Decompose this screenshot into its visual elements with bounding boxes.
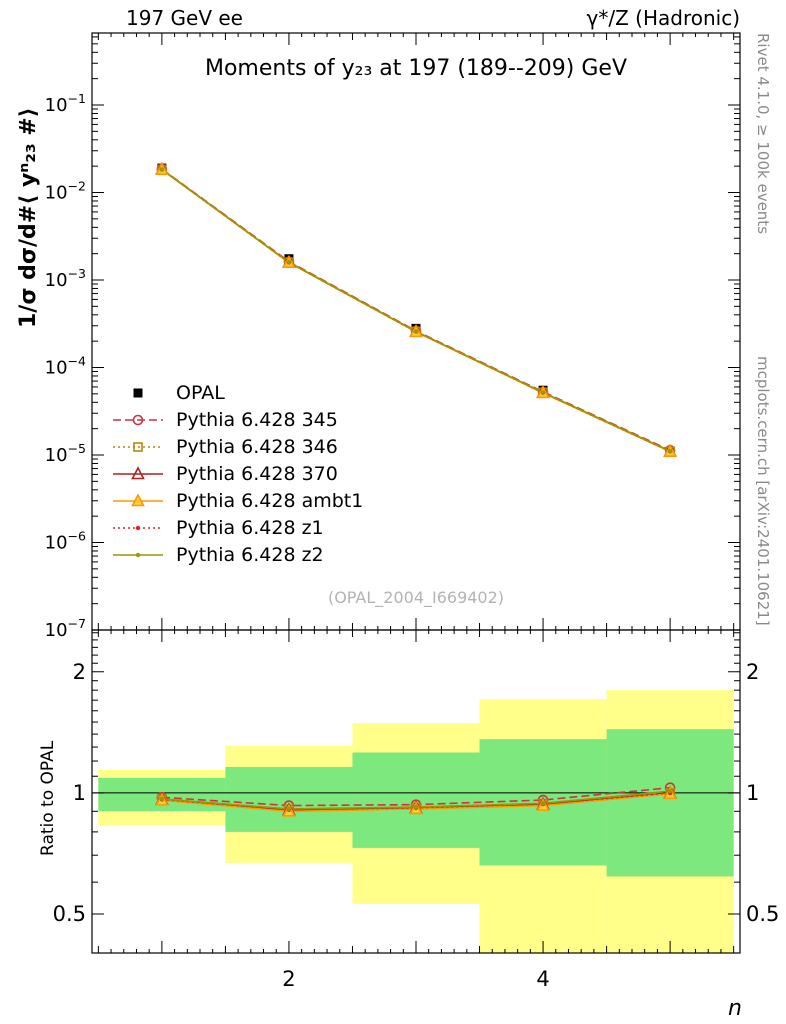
y-tick-label: 10−4 bbox=[45, 353, 86, 378]
ratio-band-green bbox=[606, 729, 734, 877]
y-tick-label: 10−3 bbox=[45, 266, 86, 291]
mc-point-marker bbox=[286, 806, 292, 812]
legend-item: Pythia 6.428 z1 bbox=[112, 514, 363, 541]
legend-item: Pythia 6.428 345 bbox=[112, 406, 363, 433]
legend-label: Pythia 6.428 345 bbox=[176, 408, 338, 431]
ratio-tick-label-right: 1 bbox=[746, 781, 759, 805]
legend-item: Pythia 6.428 370 bbox=[112, 460, 363, 487]
ratio-tick-label-left: 2 bbox=[73, 660, 86, 684]
legend-label: Pythia 6.428 370 bbox=[176, 462, 338, 485]
mc-point-marker bbox=[667, 788, 673, 794]
y-tick-label: 10−5 bbox=[45, 441, 86, 466]
y-tick-label: 10−7 bbox=[45, 616, 86, 641]
mc-point-marker bbox=[413, 329, 419, 334]
mc-point-marker bbox=[540, 801, 546, 806]
legend-label: Pythia 6.428 z1 bbox=[176, 516, 324, 539]
ratio-tick-label-right: 0.5 bbox=[746, 902, 779, 926]
legend-marker bbox=[113, 492, 163, 506]
mc-point-marker bbox=[159, 167, 165, 172]
legend: OPAL Pythia 6.428 345 Pythia 6.428 346 Pyth… bbox=[112, 379, 363, 568]
analysis-id-watermark: (OPAL_2004_I669402) bbox=[327, 588, 505, 607]
legend-label: Pythia 6.428 z2 bbox=[176, 543, 324, 566]
mc-point-marker bbox=[413, 804, 419, 810]
legend-label: Pythia 6.428 346 bbox=[176, 435, 338, 458]
legend-marker bbox=[113, 465, 163, 479]
legend-label: OPAL bbox=[176, 381, 225, 404]
x-tick-label: 2 bbox=[282, 967, 295, 991]
mc-point-marker bbox=[540, 390, 546, 395]
ratio-tick-label-left: 0.5 bbox=[53, 902, 86, 926]
plot-title: Moments of y₂₃ at 197 (189--209) GeV bbox=[204, 56, 628, 81]
mc-point-marker bbox=[667, 448, 673, 454]
legend-marker bbox=[133, 388, 143, 397]
y-tick-label: 10−1 bbox=[45, 91, 86, 116]
beam-energy-label: 197 GeV ee bbox=[126, 6, 243, 30]
mc-point-marker bbox=[159, 796, 165, 802]
y-tick-label: 10−2 bbox=[45, 178, 86, 203]
y-tick-label: 10−6 bbox=[45, 528, 86, 553]
legend-label: Pythia 6.428 ambt1 bbox=[176, 489, 364, 512]
legend-item: Pythia 6.428 ambt1 bbox=[112, 487, 363, 514]
legend-item: Pythia 6.428 z2 bbox=[112, 541, 363, 568]
legend-marker bbox=[113, 552, 163, 557]
legend-item: OPAL bbox=[112, 379, 363, 406]
process-label: γ*/Z (Hadronic) bbox=[586, 6, 740, 30]
legend-item: Pythia 6.428 346 bbox=[112, 433, 363, 460]
ratio-tick-label-right: 2 bbox=[746, 660, 759, 684]
ratio-tick-label-left: 1 bbox=[73, 781, 86, 805]
legend-marker bbox=[113, 441, 163, 452]
legend-marker bbox=[113, 414, 163, 425]
ratio-band-green bbox=[225, 766, 353, 832]
x-axis-label: n bbox=[728, 996, 742, 1021]
x-tick-label: 4 bbox=[536, 967, 549, 991]
legend-marker bbox=[113, 525, 163, 530]
mc-point-marker bbox=[286, 260, 292, 265]
